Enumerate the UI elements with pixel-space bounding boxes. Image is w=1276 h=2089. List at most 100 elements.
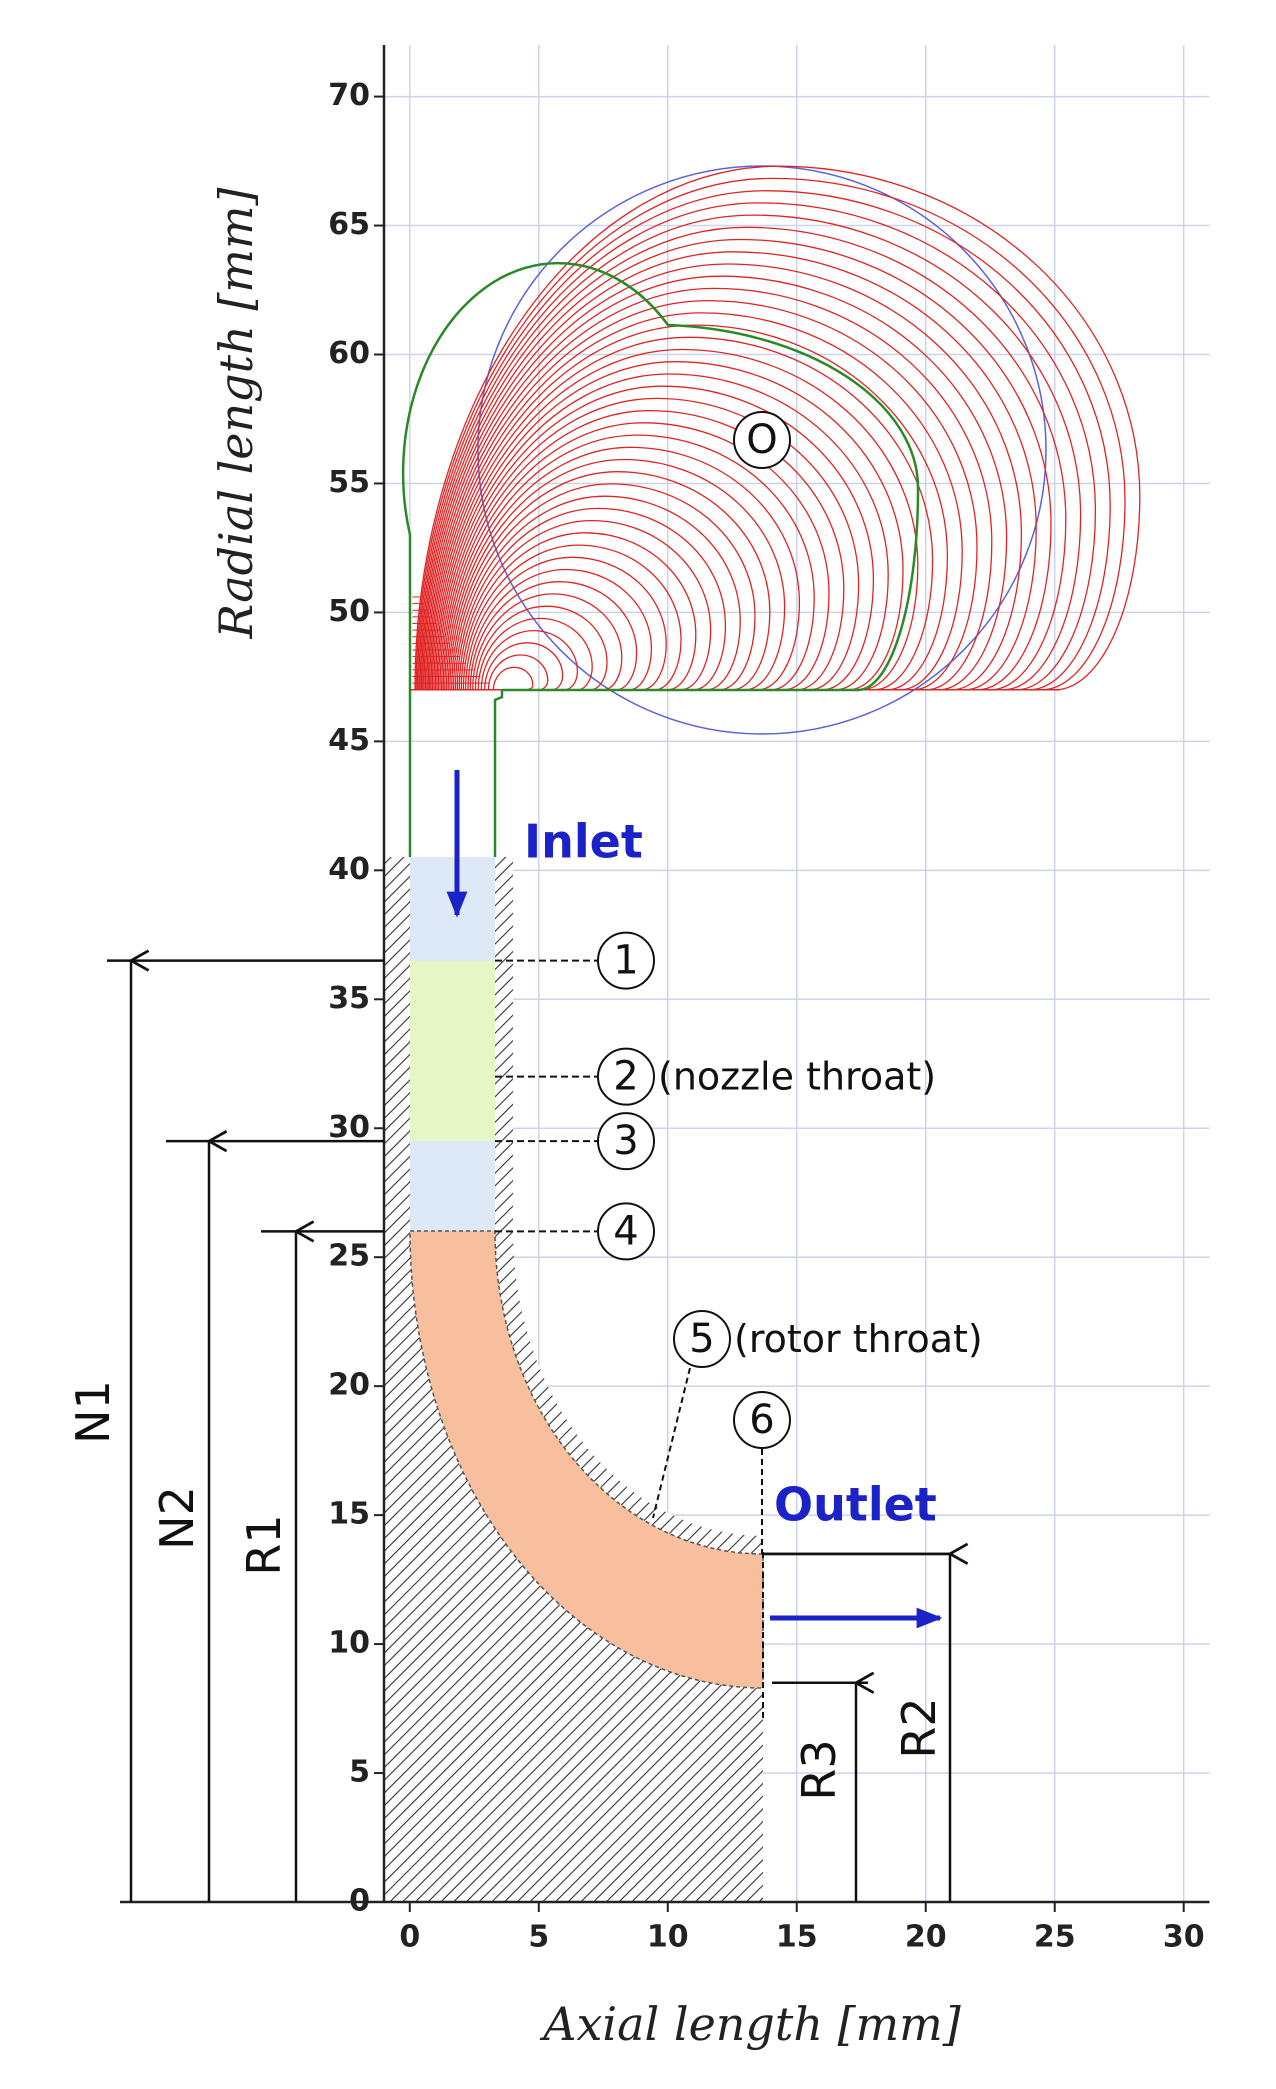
x-tick-label: 25 — [1034, 1920, 1076, 1955]
volute-contour — [430, 312, 963, 691]
dimension-label: R3 — [792, 1739, 846, 1800]
y-tick-label: 45 — [328, 723, 370, 758]
y-tick-label: 5 — [349, 1755, 370, 1790]
station-circle — [597, 1112, 655, 1171]
hatch — [384, 857, 410, 1231]
nozzle-exit-zone — [410, 1141, 495, 1231]
green-contour — [401, 261, 920, 692]
volute-contour — [428, 299, 978, 691]
dimension-label: N1 — [66, 1380, 120, 1444]
geometry: O Inlet Outlet — [384, 165, 1141, 1902]
volute-contour — [436, 361, 904, 691]
y-tick-label: 55 — [328, 465, 370, 500]
volute-contour — [487, 654, 549, 691]
volute-contour — [422, 238, 1052, 691]
station-label: 5 — [689, 1316, 714, 1362]
volute-contour — [474, 605, 608, 691]
station-note: (rotor throat) — [734, 1317, 983, 1361]
station-note: (nozzle throat) — [658, 1055, 936, 1099]
outlet-label: Outlet — [774, 1478, 937, 1532]
volute-contour — [426, 275, 1008, 691]
volute-contour — [452, 483, 756, 691]
station-label: 4 — [613, 1208, 638, 1254]
volute-contour — [420, 226, 1067, 691]
volute-contour — [440, 397, 860, 691]
x-tick-label: 0 — [399, 1920, 420, 1955]
volute-contour — [416, 190, 1111, 691]
y-tick-label: 60 — [328, 336, 370, 371]
volute-contour — [423, 251, 1037, 691]
volute-contour — [424, 263, 1023, 691]
shroud-hatch — [495, 1231, 763, 1554]
station-circle — [597, 1047, 655, 1106]
volute-contour — [437, 373, 889, 691]
x-tick-label: 5 — [528, 1920, 549, 1955]
volute-contour — [472, 593, 623, 691]
volute-contour — [460, 532, 697, 691]
volute-contour — [442, 409, 845, 691]
center-circle — [733, 411, 791, 469]
volute-contour — [415, 177, 1126, 691]
volute-contour — [445, 434, 815, 691]
station-label: 3 — [613, 1118, 638, 1164]
y-tick-label: 20 — [328, 1368, 370, 1403]
volute-contour — [469, 581, 638, 691]
hatch — [495, 857, 513, 1231]
volute-contour — [454, 495, 741, 691]
dimension-label: N2 — [150, 1486, 204, 1550]
volute-contour — [458, 519, 712, 691]
inlet-label: Inlet — [524, 815, 643, 869]
y-tick-label: 30 — [328, 1110, 370, 1145]
x-tick-label: 15 — [776, 1920, 818, 1955]
station-circle — [673, 1310, 731, 1368]
inlet-zone — [410, 857, 495, 961]
y-tick-label: 70 — [328, 78, 370, 113]
volute-contour — [414, 165, 1141, 691]
volute-contour — [433, 336, 934, 691]
dimension-label: R2 — [892, 1697, 946, 1758]
volute-contour — [419, 214, 1082, 691]
station-label: 1 — [613, 938, 638, 984]
volute-contour — [462, 544, 682, 691]
center-label: O — [746, 417, 777, 463]
volute-contour — [484, 642, 564, 691]
volute-contour — [439, 385, 875, 691]
volute-contour — [477, 617, 593, 691]
rotor-passage — [409, 1230, 764, 1689]
volute-contour — [492, 666, 534, 691]
x-tick-label: 20 — [905, 1920, 947, 1955]
station-label: 2 — [613, 1054, 638, 1100]
dimension-label: R1 — [237, 1514, 291, 1575]
station-circle — [597, 931, 655, 990]
x-axis-title: Axial length [mm] — [539, 1997, 961, 2051]
y-tick-label: 15 — [328, 1497, 370, 1532]
volute-contour — [444, 422, 830, 691]
y-axis-title: Radial length [mm] — [209, 187, 263, 639]
nozzle-zone — [410, 961, 495, 1141]
volute-contour — [451, 471, 771, 691]
hub-hatch — [384, 1231, 763, 1902]
volute-contour — [427, 287, 993, 691]
volute-contour — [418, 202, 1097, 691]
x-tick-label: 30 — [1163, 1920, 1205, 1955]
volute-contour — [464, 556, 667, 691]
station-circle — [597, 1202, 655, 1261]
nozzle-wall — [408, 690, 504, 857]
station-label: 6 — [749, 1397, 774, 1443]
x-tick-label: 10 — [647, 1920, 689, 1955]
volute-contour — [447, 446, 801, 691]
leader — [652, 1367, 691, 1519]
volute-contour — [480, 629, 579, 691]
y-tick-label: 35 — [328, 981, 370, 1016]
y-tick-label: 50 — [328, 594, 370, 629]
volute-contour — [449, 458, 786, 691]
y-tick-label: 40 — [328, 852, 370, 887]
y-tick-label: 25 — [328, 1239, 370, 1274]
volute-contour — [434, 348, 919, 691]
volute-contour — [456, 507, 727, 691]
volute-contour — [467, 568, 653, 691]
station-circle — [733, 1391, 791, 1449]
volute-contour — [431, 324, 949, 691]
annotations: 0 5 10 15 20 25 300510152025303540455055606570… — [66, 45, 1210, 1955]
